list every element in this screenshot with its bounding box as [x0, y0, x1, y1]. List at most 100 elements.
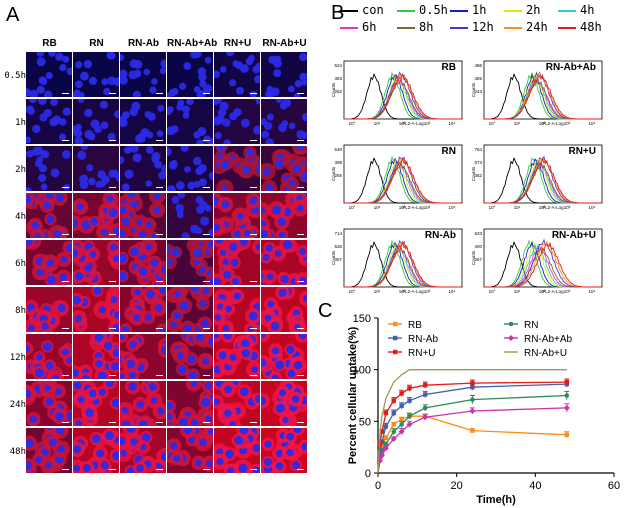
histogram-curve [344, 157, 461, 204]
row-label: 12h [9, 353, 26, 363]
legend-label: 48h [580, 20, 602, 34]
confocal-image-cell [26, 428, 72, 473]
data-point [399, 422, 404, 427]
chart-legend-label: RN-Ab+U [524, 348, 567, 359]
data-point [422, 405, 428, 411]
histogram-y-tick: 764 [474, 147, 482, 152]
legend-label: 12h [472, 20, 494, 34]
confocal-image-cell [214, 193, 260, 238]
confocal-image-cell [120, 52, 166, 97]
histogram-curve [484, 163, 601, 204]
histogram-x-tick: 10¹ [374, 289, 381, 294]
histogram-y-label: Counts [471, 166, 476, 181]
confocal-image-cell [26, 381, 72, 426]
confocal-image-cell [261, 287, 307, 332]
histogram-curve [344, 241, 461, 288]
chart-legend-label: RN-Ab+Ab [524, 334, 573, 345]
data-point [563, 404, 570, 411]
confocal-image-cell [120, 146, 166, 191]
row-label: 1h [15, 118, 26, 128]
histogram-title: RN-Ab+Ab [546, 62, 596, 73]
legend-label: 8h [419, 20, 434, 34]
legend-item: 24h [504, 20, 548, 34]
legend-item: 1h [450, 3, 486, 17]
column-header: RN [89, 38, 104, 49]
histogram-curve [344, 155, 461, 204]
confocal-image-cell [261, 381, 307, 426]
data-point [383, 435, 389, 441]
legend-swatch [397, 9, 415, 12]
chart-legend-marker [393, 335, 398, 341]
histogram-x-tick: 10² [399, 121, 406, 126]
series-group [377, 369, 567, 474]
confocal-image-cell [120, 381, 166, 426]
histogram-curve [484, 73, 601, 120]
chart-legend-item: RN+U [388, 348, 436, 359]
histogram-x-tick: 10³ [424, 289, 431, 294]
y-tick-label: 150 [353, 313, 371, 325]
legend-label: 24h [526, 20, 548, 34]
histogram-x-tick: 10³ [424, 205, 431, 210]
histogram-curve [344, 239, 461, 288]
row-label: 4h [15, 212, 26, 222]
panel-a-letter: A [6, 4, 20, 26]
y-axis-label: Percent cellular uptake(%) [347, 326, 359, 464]
data-point [391, 398, 396, 403]
histogram-x-tick: 10° [489, 289, 496, 294]
histogram-y-tick: 265 [334, 173, 342, 178]
x-tick-label: 0 [375, 480, 381, 492]
data-point [391, 410, 396, 416]
histogram-curve [484, 78, 601, 120]
confocal-image-cell [120, 428, 166, 473]
confocal-image-cell [261, 146, 307, 191]
histogram-curve [484, 73, 601, 120]
chart-legend-item: RN [504, 320, 538, 331]
legend-label: 2h [526, 3, 541, 17]
data-point [378, 452, 385, 459]
data-point [470, 385, 475, 390]
histogram-curve [344, 156, 461, 204]
legend-item: 48h [558, 20, 602, 34]
histogram-x-tick: 10² [399, 205, 406, 210]
histogram-y-tick: 400 [474, 244, 482, 249]
histogram-curve [344, 71, 461, 120]
confocal-image-cell [214, 240, 260, 285]
data-point [391, 422, 396, 427]
legend-item: 8h [397, 20, 433, 34]
data-point [422, 414, 429, 421]
x-tick-label: 60 [608, 480, 620, 492]
chart-legend-label: RB [408, 320, 422, 331]
histogram-title: RN-Ab [425, 230, 456, 241]
histogram-x-tick: 10° [349, 289, 356, 294]
data-point [382, 445, 389, 452]
confocal-image-cell [214, 381, 260, 426]
confocal-image-cell [120, 193, 166, 238]
histogram-y-tick: 365 [474, 76, 482, 81]
confocal-image-cell [167, 146, 213, 191]
histogram-x-tick: 10² [539, 121, 546, 126]
row-label: 24h [9, 400, 26, 410]
histogram-y-tick: 398 [334, 160, 342, 165]
confocal-image-cell [214, 52, 260, 97]
histogram-y-tick: 524 [334, 63, 342, 68]
legend-swatch [504, 9, 522, 12]
data-point [564, 379, 569, 385]
y-tick-label: 100 [353, 365, 371, 377]
confocal-image-cell [261, 334, 307, 379]
data-point [383, 424, 389, 429]
histogram-y-label: Counts [471, 250, 476, 265]
histogram-x-tick: 10³ [564, 289, 571, 294]
histogram-y-tick: 573 [474, 160, 482, 165]
histogram-x-tick: 10¹ [374, 205, 381, 210]
histogram-x-label: FL2-A-Log [402, 289, 424, 294]
row-label: 6h [15, 259, 26, 269]
histogram-x-tick: 10² [539, 289, 546, 294]
histogram-y-tick: 243 [474, 89, 482, 94]
series-line [377, 369, 567, 474]
data-point [398, 428, 405, 435]
confocal-image-cell [26, 99, 72, 144]
